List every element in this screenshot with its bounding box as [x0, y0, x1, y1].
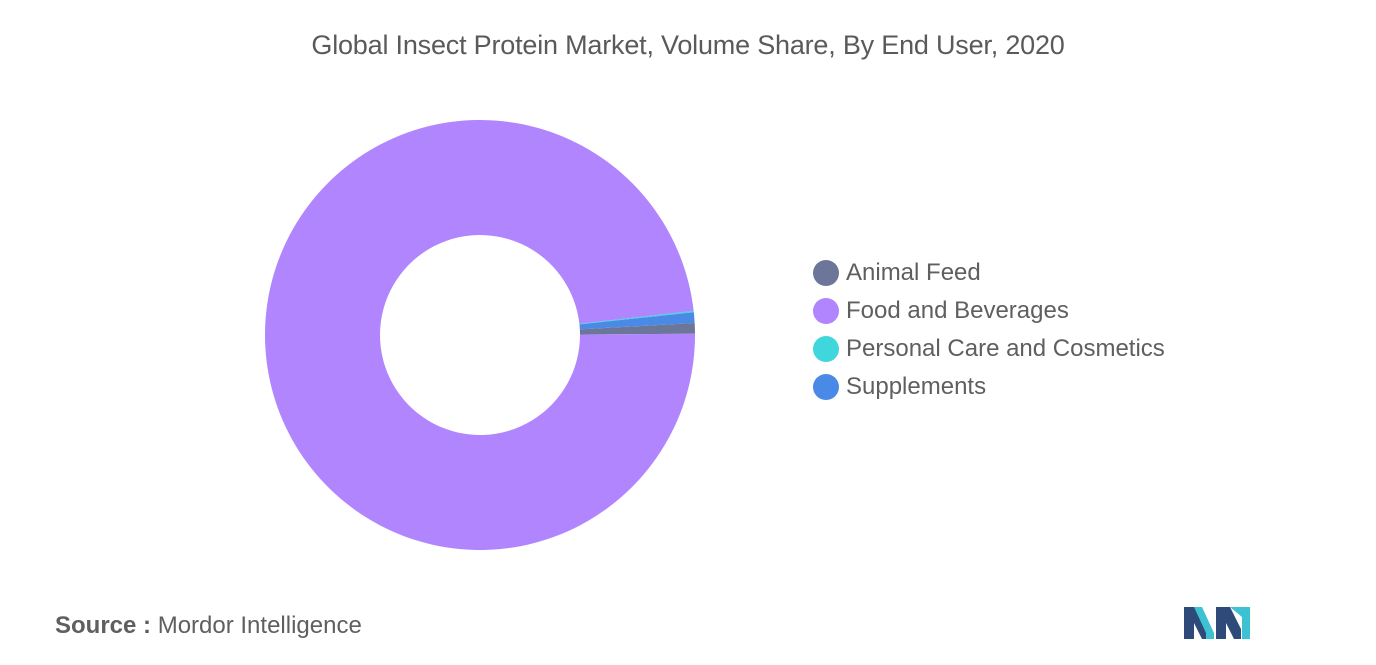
- legend-item[interactable]: Animal Feed: [813, 254, 1165, 292]
- source-prefix: Source :: [55, 612, 152, 639]
- legend-item[interactable]: Food and Beverages: [813, 292, 1165, 330]
- source-text: Mordor Intelligence: [157, 612, 362, 639]
- legend-swatch: [813, 374, 839, 400]
- slice-supplements[interactable]: [579, 312, 695, 330]
- slice-personal-care-and-cosmetics[interactable]: [579, 310, 694, 325]
- legend-label: Personal Care and Cosmetics: [846, 335, 1165, 362]
- mordor-intelligence-logo-icon: [1184, 607, 1250, 639]
- legend-label: Animal Feed: [846, 259, 981, 286]
- legend-swatch: [813, 260, 839, 286]
- legend-item[interactable]: Supplements: [813, 368, 1165, 406]
- legend-swatch: [813, 336, 839, 362]
- slice-food-and-beverages[interactable]: [265, 119, 695, 550]
- legend-label: Supplements: [846, 373, 987, 400]
- donut-slices: [265, 119, 695, 550]
- slice-animal-feed[interactable]: [579, 322, 695, 335]
- legend-label: Food and Beverages: [846, 297, 1069, 324]
- source-note: Source : Mordor Intelligence: [55, 612, 362, 640]
- chart-title: Global Insect Protein Market, Volume Sha…: [311, 30, 1065, 60]
- donut-chart: [265, 119, 695, 550]
- chart-legend: Animal Feed Food and Beverages Personal Ca…: [813, 254, 1165, 406]
- legend-swatch: [813, 298, 839, 324]
- legend-item[interactable]: Personal Care and Cosmetics: [813, 330, 1165, 368]
